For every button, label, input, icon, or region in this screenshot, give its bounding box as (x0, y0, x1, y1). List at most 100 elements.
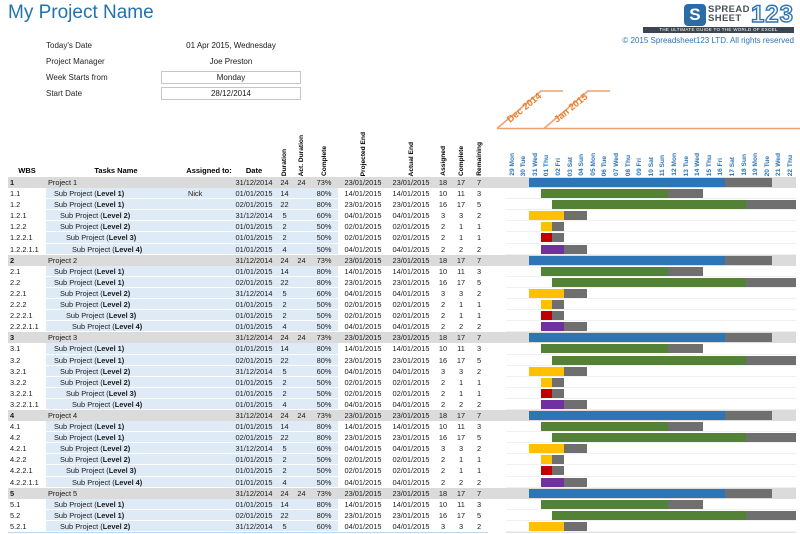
cell-cmp[interactable]: 17 (456, 200, 466, 210)
cell-actEnd[interactable]: 02/01/2015 (392, 222, 430, 232)
cell-dur[interactable]: 22 (276, 276, 293, 288)
cell-cmp[interactable]: 1 (458, 377, 464, 387)
cell-dur[interactable]: 14 (276, 265, 293, 277)
cell-asg[interactable]: 18 (438, 333, 448, 343)
cell-rem[interactable]: 5 (476, 277, 482, 287)
cell-rem[interactable]: 2 (476, 288, 482, 298)
cell-asg[interactable]: 2 (440, 311, 446, 321)
cell-projEnd[interactable]: 02/01/2015 (344, 455, 382, 465)
cell-task[interactable]: Sub Project (Level 3) (46, 310, 186, 322)
cell-wbs[interactable]: 5.1 (10, 499, 21, 509)
cell-task[interactable]: Sub Project (Level 1) (46, 432, 186, 444)
cell-asg[interactable]: 3 (440, 211, 446, 221)
cell-wbs[interactable]: 4.2.2.1.1 (10, 477, 39, 487)
cell-projEnd[interactable]: 14/01/2015 (344, 344, 382, 354)
cell-projEnd[interactable]: 23/01/2015 (344, 333, 382, 343)
cell-actEnd[interactable]: 14/01/2015 (392, 344, 430, 354)
cell-pct[interactable]: 73% (316, 333, 332, 343)
cell-actEnd[interactable]: 23/01/2015 (392, 410, 430, 420)
cell-projEnd[interactable]: 02/01/2015 (344, 388, 382, 398)
cell-actDur[interactable] (293, 509, 310, 521)
cell-projEnd[interactable]: 04/01/2015 (344, 444, 382, 454)
cell-task[interactable]: Sub Project (Level 3) (46, 465, 186, 477)
cell-cmp[interactable]: 3 (458, 288, 464, 298)
cell-pct[interactable]: 50% (310, 465, 338, 477)
cell-actEnd[interactable]: 04/01/2015 (392, 521, 430, 531)
cell-pct[interactable]: 50% (310, 221, 338, 233)
cell-asg[interactable]: 3 (440, 444, 446, 454)
cell-date[interactable]: 02/01/2015 (232, 509, 276, 521)
cell-wbs[interactable]: 2.1 (10, 266, 21, 276)
cell-date[interactable]: 02/01/2015 (232, 276, 276, 288)
cell-date[interactable]: 31/12/2014 (235, 178, 273, 187)
cell-wbs[interactable]: 1.2.2.1 (10, 233, 33, 243)
cell-actDur[interactable]: 24 (297, 333, 306, 343)
cell-asg[interactable]: 3 (440, 521, 446, 531)
cell-pct[interactable]: 73% (316, 410, 332, 420)
cell-pct[interactable]: 80% (310, 276, 338, 288)
cell-cmp[interactable]: 17 (456, 277, 466, 287)
cell-actDur[interactable] (293, 387, 310, 399)
cell-cmp[interactable]: 17 (456, 488, 466, 498)
cell-date[interactable]: 01/01/2015 (232, 498, 276, 510)
cell-projEnd[interactable]: 23/01/2015 (344, 510, 382, 520)
cell-actDur[interactable] (293, 376, 310, 388)
cell-assigned[interactable] (186, 509, 232, 521)
cell-asg[interactable]: 16 (438, 510, 448, 520)
cell-date[interactable]: 01/01/2015 (232, 421, 276, 433)
cell-actEnd[interactable]: 14/01/2015 (392, 499, 430, 509)
cell-asg[interactable]: 18 (438, 255, 448, 265)
cell-asg[interactable]: 2 (440, 477, 446, 487)
cell-actEnd[interactable]: 04/01/2015 (392, 366, 430, 376)
cell-wbs[interactable]: 3.2.1 (10, 366, 27, 376)
cell-date[interactable]: 01/01/2015 (232, 188, 276, 200)
cell-dur[interactable]: 2 (276, 387, 293, 399)
cell-actDur[interactable] (293, 199, 310, 211)
cell-projEnd[interactable]: 23/01/2015 (344, 410, 382, 420)
cell-cmp[interactable]: 11 (457, 344, 465, 354)
cell-date[interactable]: 01/01/2015 (232, 232, 276, 244)
cell-pct[interactable]: 80% (310, 199, 338, 211)
cell-rem[interactable]: 3 (476, 344, 482, 354)
cell-date[interactable]: 01/01/2015 (232, 299, 276, 311)
cell-dur[interactable]: 24 (280, 333, 289, 343)
cell-task[interactable]: Sub Project (Level 1) (46, 199, 186, 211)
cell-pct[interactable]: 50% (310, 398, 338, 410)
cell-pct[interactable]: 50% (310, 232, 338, 244)
cell-actDur[interactable] (293, 421, 310, 433)
cell-asg[interactable]: 2 (440, 300, 446, 310)
cell-assigned[interactable] (186, 476, 232, 488)
cell-cmp[interactable]: 17 (456, 410, 466, 420)
cell-wbs[interactable]: 2.2.2.1 (10, 311, 33, 321)
cell-task[interactable]: Sub Project (Level 2) (46, 221, 186, 233)
cell-actDur[interactable] (293, 310, 310, 322)
cell-dur[interactable]: 22 (276, 354, 293, 366)
cell-cmp[interactable]: 17 (456, 355, 466, 365)
cell-rem[interactable]: 3 (476, 189, 482, 199)
cell-projEnd[interactable]: 04/01/2015 (344, 211, 382, 221)
cell-date[interactable]: 01/01/2015 (232, 343, 276, 355)
cell-wbs[interactable]: 2.2 (10, 277, 21, 287)
cell-pct[interactable]: 60% (310, 210, 338, 222)
cell-asg[interactable]: 10 (438, 422, 448, 432)
cell-date[interactable]: 31/12/2014 (232, 520, 276, 532)
cell-date[interactable]: 01/01/2015 (232, 376, 276, 388)
cell-assigned[interactable] (186, 421, 232, 433)
cell-cmp[interactable]: 1 (458, 300, 464, 310)
cell-task[interactable]: Sub Project (Level 2) (46, 376, 186, 388)
cell-cmp[interactable]: 1 (458, 233, 464, 243)
cell-asg[interactable]: 2 (440, 388, 446, 398)
cell-rem[interactable]: 7 (476, 333, 482, 343)
cell-date[interactable]: 31/12/2014 (232, 365, 276, 377)
cell-rem[interactable]: 3 (476, 266, 482, 276)
cell-assigned[interactable] (186, 520, 232, 532)
cell-dur[interactable]: 14 (276, 188, 293, 200)
cell-pct[interactable]: 50% (310, 376, 338, 388)
cell-asg[interactable]: 2 (440, 322, 446, 332)
cell-projEnd[interactable]: 02/01/2015 (344, 300, 382, 310)
cell-projEnd[interactable]: 23/01/2015 (344, 488, 382, 498)
cell-assigned[interactable] (186, 265, 232, 277)
cell-assigned[interactable] (186, 387, 232, 399)
cell-dur[interactable]: 5 (276, 287, 293, 300)
cell-date[interactable]: 31/12/2014 (235, 488, 273, 498)
